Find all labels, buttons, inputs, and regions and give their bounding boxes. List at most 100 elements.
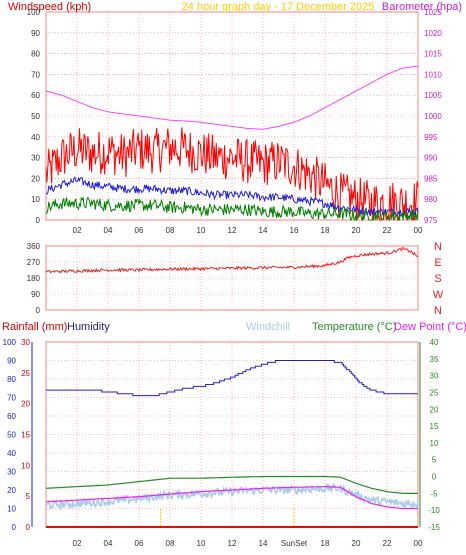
barometer-line [45, 65, 419, 130]
barometer-y-tick-label: 1025 [424, 8, 442, 17]
compass-direction-label: W [433, 289, 444, 301]
wind-y-tick-label: 20 [31, 174, 40, 183]
humidity-line [46, 360, 418, 397]
humidity-y-tick-label: 10 [7, 505, 16, 514]
temp-x-tick-label: 22 [383, 539, 392, 548]
humidity-y-tick-label: 0 [12, 523, 17, 532]
wind-x-tick-label: 14 [259, 226, 268, 235]
wind-direction-line [45, 246, 419, 274]
temperature-line [45, 475, 418, 494]
humidity-y-tick-label: 90 [7, 357, 16, 366]
compass-direction-label: E [434, 257, 441, 269]
rainfall-label: Rainfall (mm) [2, 321, 67, 333]
temp-x-tick-label: 02 [73, 539, 82, 548]
temperature-y-tick-label: -10 [428, 506, 440, 515]
wind-x-tick-label: 06 [135, 226, 144, 235]
wind-x-tick-label: 22 [383, 226, 392, 235]
graph-date-label: 24 hour graph day - 17 December 2025 [182, 1, 375, 13]
barometer-y-tick-label: 980 [424, 195, 438, 204]
wind-x-tick-label: 16 [290, 226, 299, 235]
temperature-y-tick-label: 30 [430, 372, 439, 381]
temperature-y-tick-label: -15 [428, 523, 440, 532]
temperature-y-tick-label: 15 [430, 422, 439, 431]
barometer-y-tick-label: 1020 [424, 29, 442, 38]
rainfall-y-tick-label: 0 [26, 523, 31, 532]
barometer-y-tick-label: 975 [424, 216, 438, 225]
wind-y-tick-label: 10 [31, 195, 40, 204]
temp-x-tick-label: 00 [414, 539, 423, 548]
wind-y-tick-label: 100 [27, 8, 41, 17]
barometer-y-tick-label: 985 [424, 174, 438, 183]
windspeed-label: Windspeed (kph) [8, 1, 91, 13]
wind-average-line [45, 175, 419, 217]
winddir-y-tick-label: 180 [27, 274, 41, 283]
barometer-y-tick-label: 990 [424, 154, 438, 163]
humidity-label: Humidity [67, 321, 110, 333]
temp-x-tick-label: 14 [259, 539, 268, 548]
temp-x-tick-label: 06 [135, 539, 144, 548]
windchill-label: Windchill [246, 321, 290, 333]
winddir-y-tick-label: 360 [27, 242, 41, 251]
wind-x-tick-label: 02 [73, 226, 82, 235]
wind-x-tick-label: 04 [104, 226, 113, 235]
wind-x-tick-label: 20 [352, 226, 361, 235]
rainfall-y-tick-label: 25 [21, 369, 30, 378]
windchill-line [45, 482, 419, 512]
humidity-y-tick-label: 20 [7, 486, 16, 495]
rainfall-y-tick-label: 5 [26, 492, 31, 501]
wind-x-tick-label: 10 [197, 226, 206, 235]
temp-x-tick-label: 18 [321, 539, 330, 548]
compass-direction-label: S [434, 273, 441, 285]
wind-x-tick-label: 12 [228, 226, 237, 235]
winddir-y-tick-label: 0 [36, 306, 41, 315]
sunset-label: SunSet [281, 539, 308, 548]
humidity-y-tick-label: 40 [7, 449, 16, 458]
humidity-y-tick-label: 30 [7, 468, 16, 477]
temperature-y-tick-label: -5 [430, 489, 438, 498]
wind-y-tick-label: 50 [31, 112, 40, 121]
wind-y-tick-label: 30 [31, 154, 40, 163]
winddir-y-tick-label: 270 [27, 258, 41, 267]
barometer-y-tick-label: 1010 [424, 70, 442, 79]
wind-y-tick-label: 90 [31, 29, 40, 38]
compass-direction-label: N [434, 305, 442, 317]
dewpoint-line [45, 485, 418, 510]
barometer-y-tick-label: 1005 [424, 91, 442, 100]
barometer-y-tick-label: 1000 [424, 112, 442, 121]
dewpoint-label: Dew Point (°C) [394, 321, 466, 333]
wind-y-tick-label: 0 [36, 216, 41, 225]
temperature-label: Temperature (°C) [312, 321, 396, 333]
barometer-label: Barometer (hpa) [382, 1, 462, 13]
wind-x-tick-label: 08 [166, 226, 175, 235]
humidity-y-tick-label: 80 [7, 375, 16, 384]
rainfall-y-tick-label: 20 [21, 400, 30, 409]
wind-y-tick-label: 40 [31, 133, 40, 142]
wind-y-tick-label: 70 [31, 70, 40, 79]
rainfall-y-tick-label: 30 [21, 338, 30, 347]
humidity-y-tick-label: 60 [7, 412, 16, 421]
temperature-y-tick-label: 5 [432, 456, 437, 465]
temperature-y-tick-label: 25 [430, 388, 439, 397]
temperature-y-tick-label: 0 [432, 473, 437, 482]
temperature-y-tick-label: 35 [430, 355, 439, 364]
compass-direction-label: N [434, 241, 442, 253]
humidity-y-tick-label: 70 [7, 394, 16, 403]
wind-low-line [45, 196, 419, 222]
temp-x-tick-label: 04 [104, 539, 113, 548]
temperature-y-tick-label: 10 [430, 439, 439, 448]
temperature-y-tick-label: 20 [430, 405, 439, 414]
wind-y-tick-label: 80 [31, 50, 40, 59]
humidity-y-tick-label: 50 [7, 431, 16, 440]
wind-x-tick-label: 18 [321, 226, 330, 235]
temp-x-tick-label: 20 [352, 539, 361, 548]
winddir-y-tick-label: 90 [31, 290, 40, 299]
rainfall-y-tick-label: 10 [21, 461, 30, 470]
temp-x-tick-label: 12 [228, 539, 237, 548]
wind-x-tick-label: 00 [414, 226, 423, 235]
rainfall-y-tick-label: 15 [21, 431, 30, 440]
temp-x-tick-label: 08 [166, 539, 175, 548]
temperature-y-tick-label: 40 [430, 338, 439, 347]
temp-x-tick-label: 10 [197, 539, 206, 548]
